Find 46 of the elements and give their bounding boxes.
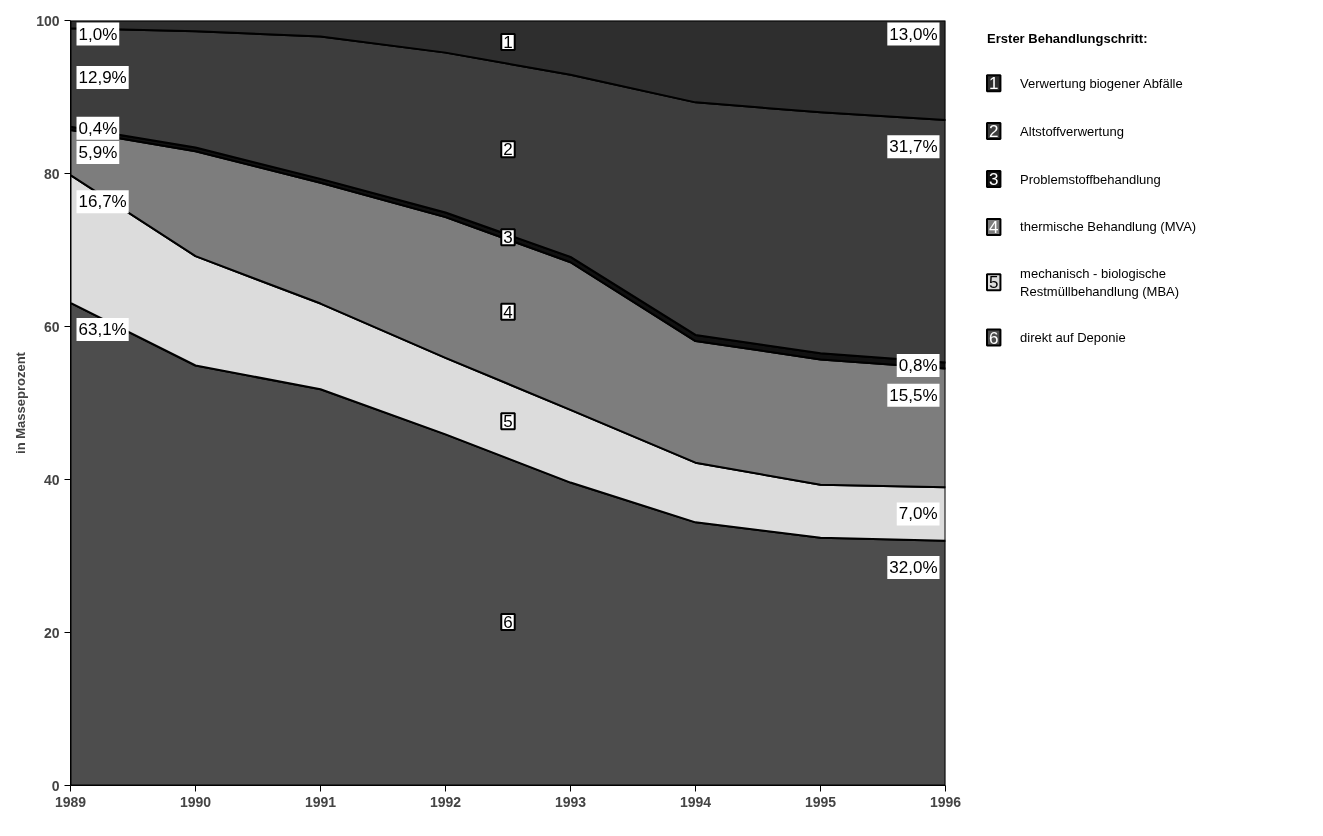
y-tick-label: 60	[43, 318, 60, 335]
x-tick-label: 1990	[179, 793, 212, 810]
legend-title: Erster Behandlungschritt:	[987, 31, 1148, 47]
data-label: 0,4%	[78, 118, 118, 138]
text: 2	[988, 122, 999, 142]
y-tick-label: 0	[51, 777, 60, 794]
x-tick-label: 1996	[929, 793, 962, 810]
legend-label: Verwertung biogener Abfälle	[1020, 75, 1183, 91]
annotation: 5	[503, 412, 513, 432]
annotation: 2	[503, 140, 513, 160]
data-label: 5,9%	[78, 142, 118, 162]
y-tick-label: 40	[43, 471, 60, 488]
x-tick-label: 1993	[554, 793, 587, 810]
y-axis-title: in Masseprozent	[13, 351, 29, 454]
text: 4	[988, 217, 999, 237]
data-label: 13,0%	[889, 24, 938, 44]
annotation: 6	[503, 612, 513, 632]
data-label: 1,0%	[78, 24, 118, 44]
y-tick-label: 80	[43, 165, 60, 182]
x-tick-label: 1994	[679, 793, 712, 810]
legend-label: mechanisch - biologische Restmüllbehandlung (MBA)	[1020, 265, 1180, 299]
x-tick-label: 1995	[804, 793, 837, 810]
x-tick-label: 1989	[54, 793, 87, 810]
y-tick-label: 100	[36, 12, 60, 29]
annotation: 1	[503, 33, 513, 53]
text: 3	[988, 170, 999, 190]
legend-label: thermische Behandlung (MVA)	[1020, 219, 1197, 235]
data-label: 15,5%	[889, 385, 938, 405]
data-label: 12,9%	[78, 67, 127, 87]
y-tick-label: 20	[43, 624, 60, 641]
annotation: 3	[503, 228, 513, 248]
text: 1	[988, 74, 999, 94]
x-tick-label: 1991	[304, 793, 337, 810]
legend-label: Problemstoffbehandlung	[1020, 171, 1161, 187]
legend-label: direkt auf Deponie	[1020, 330, 1126, 346]
data-label: 0,8%	[898, 356, 938, 376]
data-label: 31,7%	[889, 137, 938, 157]
data-label: 32,0%	[889, 557, 938, 577]
data-label: 16,7%	[78, 192, 127, 212]
x-tick-label: 1992	[429, 793, 462, 810]
data-label: 63,1%	[78, 320, 127, 340]
text: 6	[988, 328, 999, 348]
legend-label: Altstoffverwertung	[1020, 123, 1124, 139]
data-label: 7,0%	[898, 504, 938, 524]
text: 5	[988, 273, 999, 293]
annotation: 4	[503, 302, 513, 322]
